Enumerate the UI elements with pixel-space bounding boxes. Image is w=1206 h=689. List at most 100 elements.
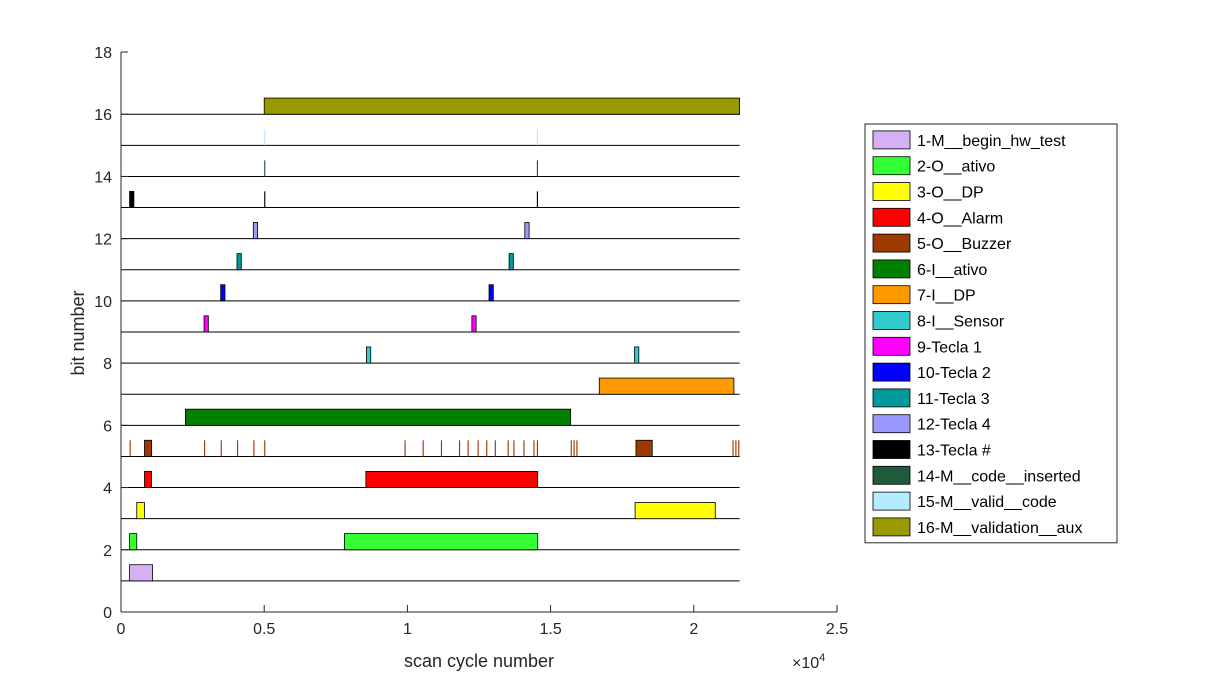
legend-swatch-12 xyxy=(872,414,911,434)
y-tick-label-7: 14 xyxy=(94,169,112,186)
bit-5-interval-1 xyxy=(144,439,153,457)
bit-9-interval-1 xyxy=(471,315,477,333)
bit-5-interval-2 xyxy=(204,440,206,457)
legend-swatch-7 xyxy=(872,285,911,305)
bit-11-interval-0 xyxy=(236,253,242,271)
bit-5-interval-13 xyxy=(486,440,488,457)
legend-label-6: 6-I__ativo xyxy=(917,262,987,279)
bit-5-interval-8 xyxy=(422,440,424,457)
legend-swatch-2 xyxy=(872,156,911,176)
bit-5-interval-6 xyxy=(264,440,266,457)
bit-3-interval-0 xyxy=(136,502,145,520)
y-tick-label-8: 16 xyxy=(94,107,112,124)
bit-7-interval-0 xyxy=(598,377,735,395)
legend-swatch-14 xyxy=(872,465,911,485)
legend-label-15: 15-M__valid__code xyxy=(917,494,1057,511)
bit-11-interval-1 xyxy=(508,253,514,271)
legend-swatch-10 xyxy=(872,362,911,382)
bit-3-interval-1 xyxy=(634,502,716,520)
y-tick-label-4: 8 xyxy=(103,356,112,373)
bit-5-interval-0 xyxy=(129,440,131,457)
bit-5-interval-24 xyxy=(732,440,734,457)
x-axis-label: scan cycle number xyxy=(404,651,554,671)
bit-5-interval-23 xyxy=(635,439,653,457)
legend-label-13: 13-Tecla # xyxy=(917,443,991,460)
bit-15-interval-0 xyxy=(264,129,266,146)
legend-swatch-13 xyxy=(872,440,911,459)
legend-label-16: 16-M__validation__aux xyxy=(917,520,1082,537)
legend-swatch-8 xyxy=(872,311,911,330)
legend-label-5: 5-O__Buzzer xyxy=(917,236,1012,253)
bit-5-interval-26 xyxy=(738,440,740,457)
legend-label-14: 14-M__code__inserted xyxy=(917,468,1081,485)
legend: 1-M__begin_hw_test 2-O__ativo 3-O__DP 4-O__… xyxy=(864,123,1118,544)
x-axis-exponent-power: 4 xyxy=(819,652,825,664)
legend-swatch-5 xyxy=(872,233,911,253)
x-tick-label-1: 0.5 xyxy=(253,621,275,638)
bit-15-interval-1 xyxy=(536,129,538,146)
x-tick-label-4: 2 xyxy=(689,621,698,638)
bit-4-interval-1 xyxy=(365,470,539,488)
legend-label-4: 4-O__Alarm xyxy=(917,210,1003,227)
bit-5-interval-12 xyxy=(477,440,479,457)
legend-label-8: 8-I__Sensor xyxy=(917,314,1005,331)
x-tick-label-0: 0 xyxy=(117,621,126,638)
bit-8-interval-0 xyxy=(366,346,372,364)
bit-5-interval-14 xyxy=(494,440,496,457)
bit-14-interval-1 xyxy=(536,160,538,177)
y-tick-label-3: 6 xyxy=(103,418,112,435)
bit-5-interval-22 xyxy=(576,440,578,457)
y-tick-label-2: 4 xyxy=(103,481,112,498)
y-axis-label: bit number xyxy=(68,290,88,375)
legend-swatch-15 xyxy=(872,491,911,511)
legend-swatch-11 xyxy=(872,388,911,408)
bit-5-interval-11 xyxy=(467,440,469,457)
bit-10-interval-0 xyxy=(220,284,226,302)
bit-5-interval-16 xyxy=(513,440,515,457)
x-axis-exponent: ×104 xyxy=(792,652,825,672)
bit-6-interval-0 xyxy=(185,408,572,426)
bit-5-interval-3 xyxy=(220,440,222,457)
bit-5-interval-21 xyxy=(573,440,575,457)
bit-5-interval-4 xyxy=(236,440,239,457)
bit-5-interval-5 xyxy=(253,440,255,457)
bit-5-interval-20 xyxy=(570,440,572,457)
bit-16-interval-0 xyxy=(263,97,741,115)
legend-swatch-1 xyxy=(872,130,911,150)
legend-label-3: 3-O__DP xyxy=(917,185,984,202)
y-tick-label-9: 18 xyxy=(94,45,112,62)
bit-5-interval-15 xyxy=(507,440,509,457)
y-tick-label-6: 12 xyxy=(94,232,112,249)
legend-label-2: 2-O__ativo xyxy=(917,159,995,176)
legend-label-12: 12-Tecla 4 xyxy=(917,417,991,434)
y-tick-label-5: 10 xyxy=(94,294,112,311)
bit-10-interval-1 xyxy=(488,284,494,302)
bit-5-interval-9 xyxy=(440,440,443,457)
bit-4-interval-0 xyxy=(144,470,153,488)
bit-2-interval-1 xyxy=(343,533,539,551)
legend-swatch-4 xyxy=(872,207,911,227)
bit-5-interval-25 xyxy=(735,440,737,457)
bit-13-interval-2 xyxy=(536,191,538,208)
legend-label-1: 1-M__begin_hw_test xyxy=(917,133,1066,150)
bit-14-interval-0 xyxy=(264,160,266,177)
y-tick-label-0: 0 xyxy=(103,605,112,622)
x-axis-exponent-base: ×10 xyxy=(792,655,819,672)
x-tick-label-5: 2.5 xyxy=(826,621,848,638)
legend-label-9: 9-Tecla 1 xyxy=(917,339,982,356)
y-tick-label-1: 2 xyxy=(103,543,112,560)
bit-5-interval-18 xyxy=(533,440,535,457)
legend-swatch-3 xyxy=(872,182,911,201)
plot-area xyxy=(121,97,741,582)
bit-13-interval-1 xyxy=(264,191,266,208)
bit-5-interval-17 xyxy=(523,440,525,457)
bit-8-interval-1 xyxy=(634,346,640,364)
legend-swatch-6 xyxy=(872,259,911,279)
bit-5-interval-7 xyxy=(404,440,406,457)
x-tick-label-2: 1 xyxy=(403,621,412,638)
legend-label-10: 10-Tecla 2 xyxy=(917,365,991,382)
bit-13-interval-0 xyxy=(129,190,135,208)
legend-swatch-9 xyxy=(872,336,911,356)
bit-1-interval-0 xyxy=(129,564,153,582)
bit-9-interval-0 xyxy=(203,315,209,333)
